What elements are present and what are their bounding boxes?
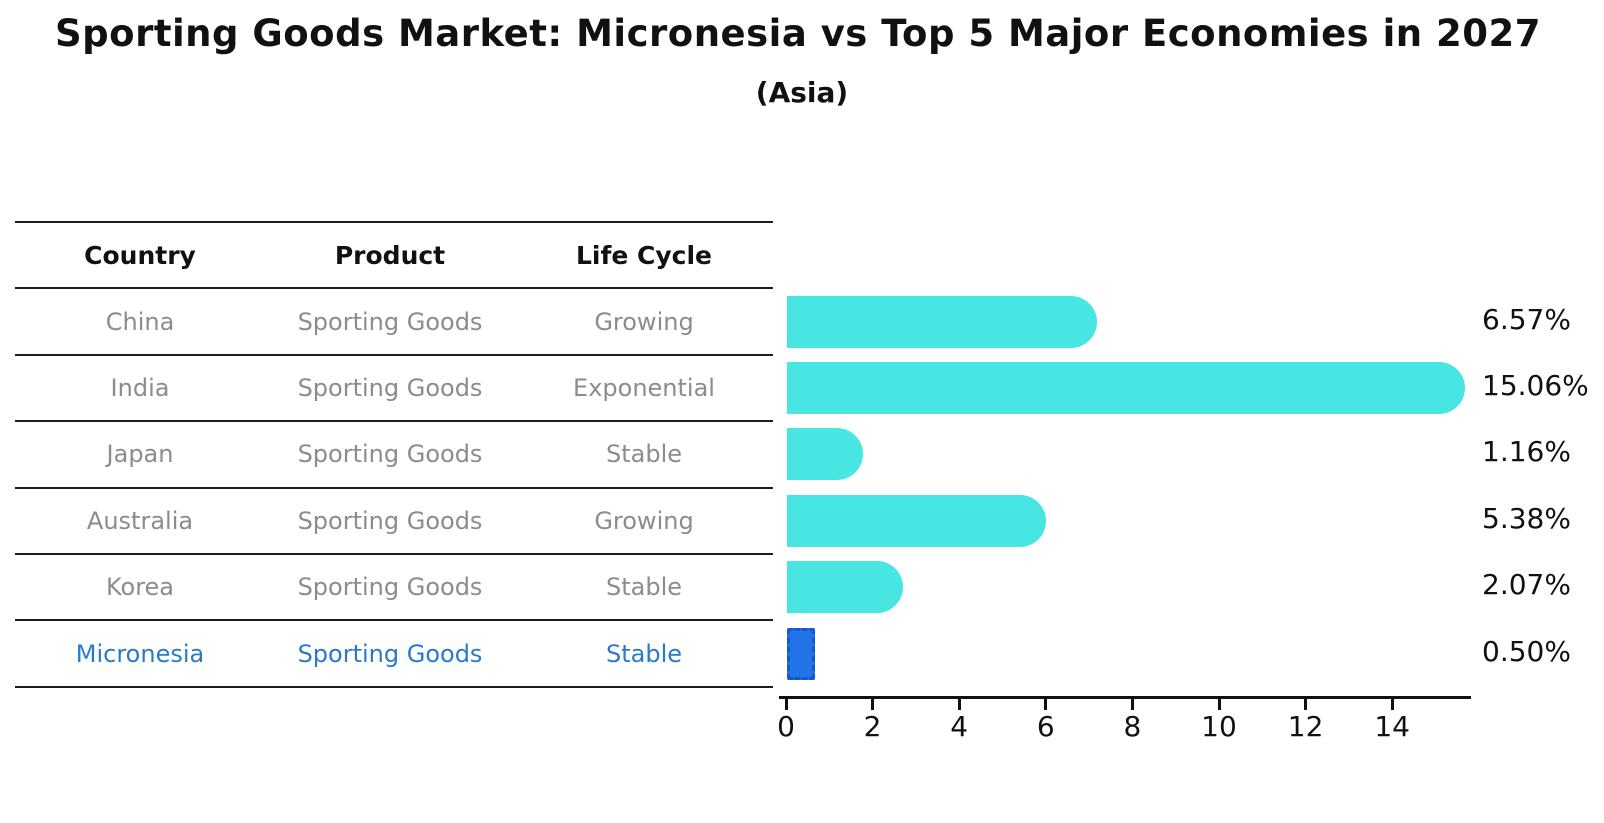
table-row: India Sporting Goods Exponential: [15, 356, 773, 423]
x-tick-label: 2: [863, 710, 882, 743]
column-header-country: Country: [84, 240, 196, 270]
chart-subtitle: (Asia): [755, 76, 849, 109]
cell-product: Sporting Goods: [297, 506, 483, 535]
cell-life-cycle: Stable: [605, 639, 683, 668]
x-tick-label: 4: [950, 710, 969, 743]
cell-life-cycle: Growing: [594, 307, 694, 336]
column-header-life-cycle: Life Cycle: [575, 240, 713, 270]
bar-micronesia: [787, 627, 815, 680]
value-label-australia: 5.38%: [1482, 501, 1571, 535]
x-tick-label: 8: [1123, 710, 1142, 743]
x-tick-label: 10: [1201, 710, 1237, 743]
x-tick-label: 6: [1036, 710, 1055, 743]
chart-title: Sporting Goods Market: Micronesia vs Top…: [55, 12, 1541, 55]
cell-country: India: [110, 373, 170, 402]
value-label-india: 15.06%: [1482, 369, 1589, 402]
cell-product: Sporting Goods: [297, 440, 483, 469]
table-row: Micronesia Sporting Goods Stable: [15, 621, 773, 688]
value-label-korea: 2.07%: [1482, 568, 1571, 602]
bar-korea: [787, 561, 903, 614]
bar-australia: [787, 494, 1046, 547]
x-tick-mark: [871, 699, 875, 710]
x-tick-mark: [1044, 699, 1048, 710]
country-table: Country Product Life Cycle China Sporting Go…: [15, 221, 773, 688]
cell-country: Australia: [86, 506, 194, 535]
bar-india: [787, 362, 1466, 414]
table-header-row: Country Product Life Cycle: [15, 223, 773, 290]
column-header-product: Product: [334, 240, 446, 270]
cell-country: Korea: [105, 573, 175, 602]
table-row: Japan Sporting Goods Stable: [15, 422, 773, 489]
bar-china: [787, 295, 1098, 348]
x-tick-mark: [784, 699, 788, 710]
cell-product: Sporting Goods: [297, 373, 483, 402]
x-axis-line: [779, 696, 1471, 699]
cell-product: Sporting Goods: [297, 573, 483, 602]
x-tick-mark: [1130, 699, 1134, 710]
x-tick-label: 0: [777, 710, 795, 743]
bar-japan: [787, 428, 864, 481]
x-tick-label: 14: [1374, 710, 1410, 743]
cell-life-cycle: Growing: [594, 506, 694, 535]
cell-life-cycle: Exponential: [573, 373, 715, 402]
cell-life-cycle: Stable: [605, 440, 683, 469]
x-tick-mark: [1304, 699, 1308, 710]
table-row: Australia Sporting Goods Growing: [15, 489, 773, 555]
cell-country: Micronesia: [75, 639, 205, 668]
cell-country: Japan: [106, 440, 174, 469]
x-tick-mark: [1217, 699, 1221, 710]
value-label-micronesia: 0.50%: [1482, 634, 1571, 668]
value-label-japan: 1.16%: [1482, 435, 1571, 469]
x-tick-mark: [1390, 699, 1394, 710]
table-row: Korea Sporting Goods Stable: [15, 555, 773, 622]
x-tick-label: 12: [1287, 710, 1324, 743]
cell-product: Sporting Goods: [297, 639, 483, 668]
cell-country: China: [105, 307, 175, 336]
cell-product: Sporting Goods: [297, 307, 483, 336]
table-row: China Sporting Goods Growing: [15, 289, 773, 356]
value-label-china: 6.57%: [1482, 302, 1571, 336]
x-tick-mark: [957, 699, 961, 710]
cell-life-cycle: Stable: [605, 573, 683, 602]
